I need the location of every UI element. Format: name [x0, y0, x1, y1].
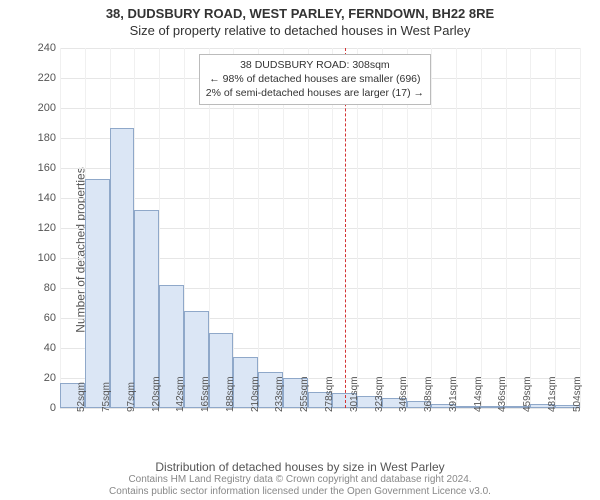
y-tick-label: 60: [16, 312, 56, 324]
x-tick-label: 504sqm: [572, 376, 583, 412]
y-tick-label: 220: [16, 72, 56, 84]
y-tick-label: 80: [16, 282, 56, 294]
title-line1: 38, DUDSBURY ROAD, WEST PARLEY, FERNDOWN…: [0, 6, 600, 21]
x-tick-label: 255sqm: [299, 376, 310, 412]
footer-line2: Contains public sector information licen…: [0, 486, 600, 498]
x-tick-label: 278sqm: [324, 376, 335, 412]
x-tick-label: 120sqm: [151, 376, 162, 412]
annotation-line-2: ← 98% of detached houses are smaller (69…: [206, 72, 424, 86]
histogram-bar: [110, 128, 135, 409]
x-tick-label: 368sqm: [423, 376, 434, 412]
x-tick-label: 210sqm: [250, 376, 261, 412]
x-tick-label: 142sqm: [175, 376, 186, 412]
y-gridline: [60, 108, 580, 109]
x-tick-label: 97sqm: [126, 382, 137, 412]
y-tick-label: 140: [16, 192, 56, 204]
x-tick-label: 323sqm: [374, 376, 385, 412]
y-tick-label: 160: [16, 162, 56, 174]
x-tick-label: 436sqm: [497, 376, 508, 412]
x-axis-label: Distribution of detached houses by size …: [0, 460, 600, 474]
footer-note: Contains HM Land Registry data © Crown c…: [0, 474, 600, 498]
x-tick-label: 52sqm: [76, 382, 87, 412]
title-block: 38, DUDSBURY ROAD, WEST PARLEY, FERNDOWN…: [0, 6, 600, 38]
y-gridline: [60, 138, 580, 139]
x-tick-label: 391sqm: [448, 376, 459, 412]
annotation-line-3: 2% of semi-detached houses are larger (1…: [206, 86, 424, 100]
y-tick-label: 200: [16, 102, 56, 114]
y-tick-label: 0: [16, 402, 56, 414]
x-tick-label: 414sqm: [473, 376, 484, 412]
chart-container: 38, DUDSBURY ROAD, WEST PARLEY, FERNDOWN…: [0, 0, 600, 500]
annotation-line-1: 38 DUDSBURY ROAD: 308sqm: [206, 58, 424, 72]
x-tick-label: 459sqm: [522, 376, 533, 412]
x-tick-label: 346sqm: [398, 376, 409, 412]
y-tick-label: 120: [16, 222, 56, 234]
x-gridline: [60, 48, 61, 408]
footer-line1: Contains HM Land Registry data © Crown c…: [0, 474, 600, 486]
x-tick-label: 481sqm: [547, 376, 558, 412]
plot-area: 38 DUDSBURY ROAD: 308sqm← 98% of detache…: [60, 48, 580, 408]
x-tick-label: 188sqm: [225, 376, 236, 412]
x-gridline: [456, 48, 457, 408]
y-tick-label: 40: [16, 342, 56, 354]
y-tick-label: 180: [16, 132, 56, 144]
x-gridline: [431, 48, 432, 408]
x-gridline: [580, 48, 581, 408]
histogram-bar: [85, 179, 110, 409]
x-gridline: [506, 48, 507, 408]
x-gridline: [530, 48, 531, 408]
plot-inner: 38 DUDSBURY ROAD: 308sqm← 98% of detache…: [60, 48, 580, 408]
x-tick-label: 75sqm: [101, 382, 112, 412]
y-tick-label: 240: [16, 42, 56, 54]
x-gridline: [481, 48, 482, 408]
y-tick-label: 20: [16, 372, 56, 384]
x-tick-label: 301sqm: [349, 376, 360, 412]
x-tick-label: 233sqm: [274, 376, 285, 412]
y-gridline: [60, 168, 580, 169]
x-gridline: [555, 48, 556, 408]
annotation-box: 38 DUDSBURY ROAD: 308sqm← 98% of detache…: [199, 54, 431, 105]
title-line2: Size of property relative to detached ho…: [0, 23, 600, 38]
y-gridline: [60, 48, 580, 49]
x-tick-label: 165sqm: [200, 376, 211, 412]
y-tick-label: 100: [16, 252, 56, 264]
y-gridline: [60, 198, 580, 199]
